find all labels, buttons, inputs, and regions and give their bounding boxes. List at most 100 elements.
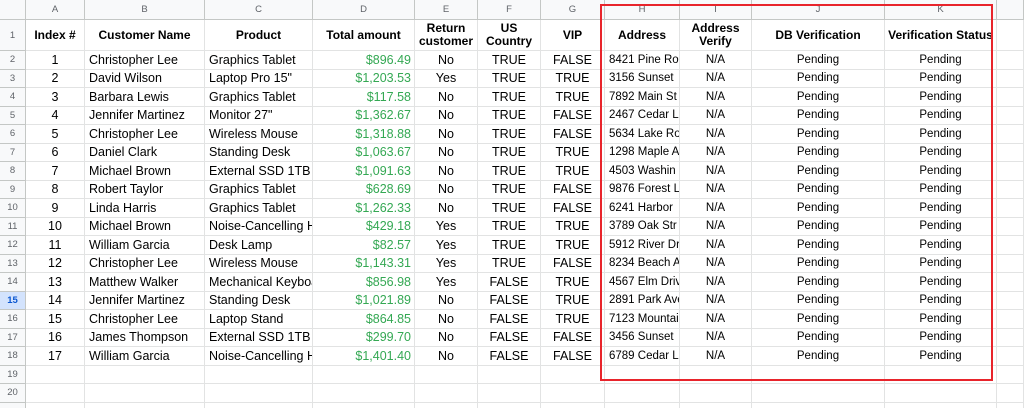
- empty-cell[interactable]: [478, 365, 541, 384]
- data-cell[interactable]: Pending: [752, 106, 885, 125]
- data-cell[interactable]: William Garcia: [85, 236, 205, 255]
- row-number[interactable]: 19: [0, 365, 26, 384]
- data-cell[interactable]: N/A: [680, 51, 752, 70]
- empty-cell[interactable]: [205, 384, 313, 403]
- data-cell[interactable]: Pending: [885, 180, 997, 199]
- data-cell[interactable]: TRUE: [541, 291, 605, 310]
- data-cell[interactable]: Pending: [752, 273, 885, 292]
- data-cell[interactable]: $1,401.40: [313, 347, 415, 366]
- data-cell[interactable]: 10: [26, 217, 85, 236]
- data-cell[interactable]: External SSD 1TB: [205, 162, 313, 181]
- empty-cell[interactable]: [26, 365, 85, 384]
- empty-cell[interactable]: [605, 402, 680, 408]
- empty-cell[interactable]: [997, 51, 1024, 70]
- empty-cell[interactable]: [680, 384, 752, 403]
- data-cell[interactable]: $1,091.63: [313, 162, 415, 181]
- data-cell[interactable]: $1,143.31: [313, 254, 415, 273]
- data-cell[interactable]: Pending: [752, 254, 885, 273]
- data-cell[interactable]: No: [415, 162, 478, 181]
- data-cell[interactable]: $299.70: [313, 328, 415, 347]
- data-cell[interactable]: Pending: [885, 199, 997, 218]
- header-cell[interactable]: Total amount: [313, 20, 415, 51]
- empty-cell[interactable]: [415, 384, 478, 403]
- data-cell[interactable]: Pending: [885, 125, 997, 144]
- data-cell[interactable]: FALSE: [541, 254, 605, 273]
- data-cell[interactable]: 7123 Mountai: [605, 310, 680, 329]
- data-cell[interactable]: 8421 Pine Roa: [605, 51, 680, 70]
- data-cell[interactable]: N/A: [680, 143, 752, 162]
- data-cell[interactable]: 11: [26, 236, 85, 255]
- data-cell[interactable]: 8234 Beach A: [605, 254, 680, 273]
- data-cell[interactable]: 4567 Elm Driv: [605, 273, 680, 292]
- data-cell[interactable]: 7: [26, 162, 85, 181]
- data-cell[interactable]: 2467 Cedar L: [605, 106, 680, 125]
- column-letter[interactable]: J: [752, 0, 885, 20]
- data-cell[interactable]: N/A: [680, 328, 752, 347]
- data-cell[interactable]: TRUE: [478, 143, 541, 162]
- data-cell[interactable]: Pending: [752, 199, 885, 218]
- empty-cell[interactable]: [752, 402, 885, 408]
- data-cell[interactable]: Pending: [752, 328, 885, 347]
- data-cell[interactable]: $1,318.88: [313, 125, 415, 144]
- data-cell[interactable]: N/A: [680, 254, 752, 273]
- empty-cell[interactable]: [997, 402, 1024, 408]
- empty-cell[interactable]: [605, 365, 680, 384]
- data-cell[interactable]: $1,021.89: [313, 291, 415, 310]
- data-cell[interactable]: 5: [26, 125, 85, 144]
- data-cell[interactable]: N/A: [680, 125, 752, 144]
- data-cell[interactable]: N/A: [680, 347, 752, 366]
- header-cell[interactable]: DB Verification: [752, 20, 885, 51]
- header-cell[interactable]: Return customer: [415, 20, 478, 51]
- empty-cell[interactable]: [885, 365, 997, 384]
- data-cell[interactable]: TRUE: [541, 143, 605, 162]
- data-cell[interactable]: No: [415, 347, 478, 366]
- data-cell[interactable]: $896.49: [313, 51, 415, 70]
- data-cell[interactable]: Pending: [885, 106, 997, 125]
- data-cell[interactable]: N/A: [680, 88, 752, 107]
- data-cell[interactable]: Pending: [752, 180, 885, 199]
- empty-cell[interactable]: [997, 384, 1024, 403]
- data-cell[interactable]: Christopher Lee: [85, 51, 205, 70]
- empty-cell[interactable]: [997, 106, 1024, 125]
- empty-cell[interactable]: [478, 402, 541, 408]
- data-cell[interactable]: Pending: [752, 236, 885, 255]
- data-cell[interactable]: FALSE: [541, 347, 605, 366]
- data-cell[interactable]: FALSE: [541, 125, 605, 144]
- row-number[interactable]: 4: [0, 88, 26, 107]
- data-cell[interactable]: 8: [26, 180, 85, 199]
- data-cell[interactable]: 7892 Main St: [605, 88, 680, 107]
- data-cell[interactable]: 14: [26, 291, 85, 310]
- empty-cell[interactable]: [997, 365, 1024, 384]
- column-letter[interactable]: I: [680, 0, 752, 20]
- data-cell[interactable]: Matthew Walker: [85, 273, 205, 292]
- data-cell[interactable]: $628.69: [313, 180, 415, 199]
- data-cell[interactable]: David Wilson: [85, 69, 205, 88]
- data-cell[interactable]: TRUE: [541, 273, 605, 292]
- data-cell[interactable]: Yes: [415, 236, 478, 255]
- data-cell[interactable]: 4503 Washin: [605, 162, 680, 181]
- data-cell[interactable]: Pending: [885, 143, 997, 162]
- data-cell[interactable]: TRUE: [541, 310, 605, 329]
- data-cell[interactable]: 6789 Cedar L: [605, 347, 680, 366]
- data-cell[interactable]: N/A: [680, 310, 752, 329]
- data-cell[interactable]: $82.57: [313, 236, 415, 255]
- header-cell[interactable]: Index #: [26, 20, 85, 51]
- column-letter[interactable]: A: [26, 0, 85, 20]
- data-cell[interactable]: $856.98: [313, 273, 415, 292]
- data-cell[interactable]: FALSE: [541, 180, 605, 199]
- data-cell[interactable]: 9: [26, 199, 85, 218]
- empty-cell[interactable]: [997, 254, 1024, 273]
- empty-cell[interactable]: [997, 69, 1024, 88]
- data-cell[interactable]: FALSE: [478, 291, 541, 310]
- data-cell[interactable]: TRUE: [541, 236, 605, 255]
- data-cell[interactable]: Desk Lamp: [205, 236, 313, 255]
- data-cell[interactable]: Pending: [885, 162, 997, 181]
- data-cell[interactable]: N/A: [680, 273, 752, 292]
- data-cell[interactable]: Michael Brown: [85, 162, 205, 181]
- header-cell[interactable]: Verification Status: [885, 20, 997, 51]
- data-cell[interactable]: 2891 Park Ave: [605, 291, 680, 310]
- empty-cell[interactable]: [997, 347, 1024, 366]
- data-cell[interactable]: $429.18: [313, 217, 415, 236]
- data-cell[interactable]: Christopher Lee: [85, 125, 205, 144]
- row-number[interactable]: 6: [0, 125, 26, 144]
